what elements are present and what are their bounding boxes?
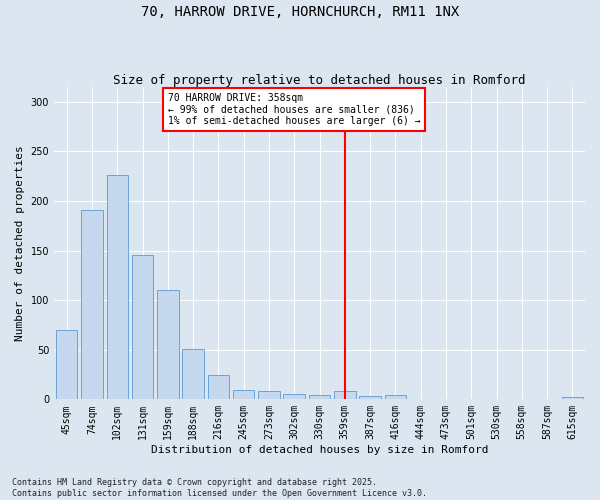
Bar: [157, 290, 179, 400]
Bar: [132, 254, 153, 400]
Title: Size of property relative to detached houses in Romford: Size of property relative to detached ho…: [113, 74, 526, 87]
Bar: [309, 396, 330, 400]
Bar: [56, 330, 77, 400]
Bar: [283, 394, 305, 400]
Bar: [359, 396, 381, 400]
Text: 70 HARROW DRIVE: 358sqm
← 99% of detached houses are smaller (836)
1% of semi-de: 70 HARROW DRIVE: 358sqm ← 99% of detache…: [168, 93, 421, 126]
Bar: [258, 392, 280, 400]
Bar: [385, 396, 406, 400]
Text: Contains HM Land Registry data © Crown copyright and database right 2025.
Contai: Contains HM Land Registry data © Crown c…: [12, 478, 427, 498]
Bar: [182, 349, 204, 400]
Bar: [334, 392, 356, 400]
Bar: [208, 374, 229, 400]
Text: 70, HARROW DRIVE, HORNCHURCH, RM11 1NX: 70, HARROW DRIVE, HORNCHURCH, RM11 1NX: [141, 5, 459, 19]
Y-axis label: Number of detached properties: Number of detached properties: [15, 146, 25, 341]
X-axis label: Distribution of detached houses by size in Romford: Distribution of detached houses by size …: [151, 445, 488, 455]
Bar: [107, 175, 128, 400]
Bar: [81, 210, 103, 400]
Bar: [233, 390, 254, 400]
Bar: [562, 398, 583, 400]
